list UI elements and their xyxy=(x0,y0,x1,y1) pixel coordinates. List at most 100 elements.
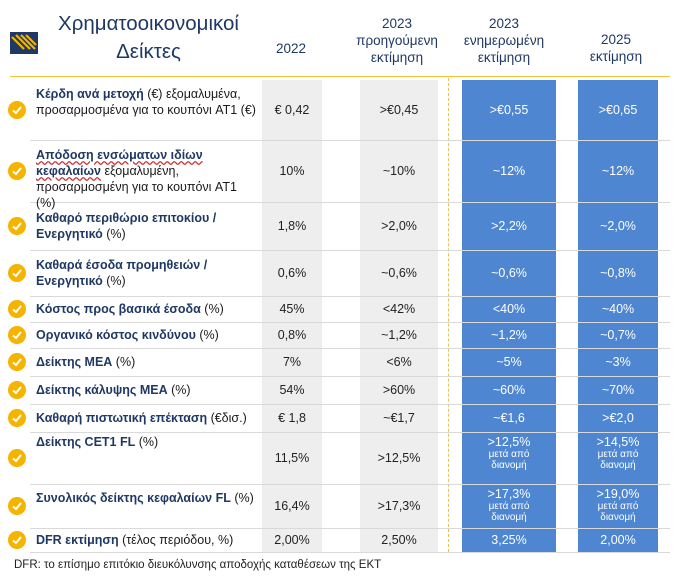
check-icon xyxy=(8,381,26,399)
cell-v2025: >14,5% μετά από διανομή xyxy=(578,435,658,471)
cell-v2023u: ~12% xyxy=(492,164,526,178)
header-divider xyxy=(10,76,670,77)
check-icon xyxy=(8,162,26,180)
row-label-rest: (%) xyxy=(167,383,191,397)
row-label-rest: (%) xyxy=(200,302,224,316)
cell-v2023u: >12,5% μετά από διανομή xyxy=(462,435,556,471)
row-label-bold: Καθαρό περιθώριο επιτοκίου / Ενεργητικό xyxy=(36,211,217,241)
cell-v2022: 54% xyxy=(279,383,305,397)
cell-v2022: 16,4% xyxy=(274,499,310,513)
check-icon xyxy=(8,449,26,467)
cell-v2023u: ~0,6% xyxy=(491,266,527,280)
check-icon xyxy=(8,264,26,282)
cell-v2022: 0,6% xyxy=(277,266,307,280)
cell-v2025: 2,00% xyxy=(600,533,636,547)
row-label: Δείκτης ΜΕΑ (%) xyxy=(36,354,256,370)
cell-v2025: >19,0% μετά από διανομή xyxy=(578,487,658,523)
cell-v2025: ~40% xyxy=(601,302,635,316)
cell-v2023u: >17,3% μετά από διανομή xyxy=(462,487,556,523)
logo-icon xyxy=(10,32,38,54)
row-divider xyxy=(30,404,670,405)
cell-v2023u: >2,2% xyxy=(491,219,527,233)
cell-v2023p: ~€1,7 xyxy=(383,411,415,425)
row-divider xyxy=(30,296,670,297)
row-label: Απόδοση ενσώματων ιδίων κεφαλαίων εξομαλ… xyxy=(36,147,256,211)
row-label-rest: (%) xyxy=(195,328,219,342)
row-label-rest: (€) εξομαλυμένα, προσαρμοσμένα για το κο… xyxy=(36,87,256,117)
row-divider xyxy=(30,202,670,203)
row-label-rest: (%) xyxy=(230,491,254,505)
cell-v2025: ~12% xyxy=(601,164,635,178)
cell-v2023p: 2,50% xyxy=(381,533,417,547)
cell-v2022: € 0,42 xyxy=(274,103,310,117)
row-label: Κέρδη ανά μετοχή (€) εξομαλυμένα, προσαρ… xyxy=(36,86,256,118)
col-2023-upd-bg xyxy=(462,80,556,552)
cell-v2023u: ~5% xyxy=(496,355,522,369)
col-header-2023-upd: 2023 ενημερωμένη εκτίμηση xyxy=(463,16,545,65)
cell-value: >19,0% xyxy=(596,487,640,501)
col-2022-bg xyxy=(262,80,322,552)
check-icon xyxy=(8,353,26,371)
row-label: Δείκτης CET1 FL (%) xyxy=(36,434,256,450)
row-label-bold: Κόστος προς βασικά έσοδα xyxy=(36,302,201,316)
row-divider xyxy=(30,140,670,141)
column-separator xyxy=(448,78,450,552)
row-label: Δείκτης κάλυψης ΜΕΑ (%) xyxy=(36,382,256,398)
cell-v2022: 0,8% xyxy=(277,328,307,342)
cell-value: >14,5% xyxy=(596,435,640,449)
row-label-rest: εξομαλυμένη, προσαρμοσμένη για το κουπόν… xyxy=(36,164,237,210)
cell-v2025: ~0,7% xyxy=(600,328,636,342)
row-divider xyxy=(30,348,670,349)
row-divider xyxy=(30,484,670,485)
cell-value: >17,3% xyxy=(487,487,531,501)
check-icon xyxy=(8,531,26,549)
row-label-rest: (τέλος περιόδου, %) xyxy=(118,533,234,547)
row-label-bold: Κέρδη ανά μετοχή xyxy=(36,87,144,101)
cell-v2025: ~2,0% xyxy=(600,219,636,233)
row-divider xyxy=(30,376,670,377)
row-divider xyxy=(30,250,670,251)
row-label: Καθαρά έσοδα προμηθειών / Ενεργητικό (%) xyxy=(36,257,256,289)
cell-v2022: 7% xyxy=(282,355,302,369)
row-label-bold: Καθαρά έσοδα προμηθειών / Ενεργητικό xyxy=(36,258,208,288)
row-label-bold: Οργανικό κόστος κινδύνου xyxy=(36,328,196,342)
row-label-bold: DFR εκτίμηση xyxy=(36,533,119,547)
row-label: Οργανικό κόστος κινδύνου (%) xyxy=(36,327,256,343)
row-label-rest: (%) xyxy=(102,274,126,288)
cell-v2022: 1,8% xyxy=(277,219,307,233)
row-divider xyxy=(30,322,670,323)
check-icon xyxy=(8,497,26,515)
col-header-2023-prev: 2023 προηγούμενη εκτίμηση xyxy=(356,16,438,65)
check-icon xyxy=(8,326,26,344)
row-label-rest: (%) xyxy=(112,355,136,369)
row-label-bold: Δείκτης ΜΕΑ xyxy=(36,355,113,369)
row-divider xyxy=(30,432,670,433)
row-label-rest: (%) xyxy=(135,435,159,449)
row-divider xyxy=(30,528,670,529)
col-2025-bg xyxy=(578,80,658,552)
row-label-rest: (%) xyxy=(102,227,126,241)
col-header-2022: 2022 xyxy=(275,41,307,56)
cell-v2025: >€2,0 xyxy=(602,411,634,425)
row-label-rest: (€δισ.) xyxy=(207,411,247,425)
row-label-bold: Δείκτης CET1 FL xyxy=(36,435,136,449)
row-divider xyxy=(30,552,670,553)
row-label: Καθαρό περιθώριο επιτοκίου / Ενεργητικό … xyxy=(36,210,256,242)
cell-v2023p: <42% xyxy=(382,302,416,316)
cell-v2023u: >€0,55 xyxy=(489,103,529,117)
cell-v2022: 45% xyxy=(279,302,305,316)
col-header-2025: 2025 εκτίμηση xyxy=(589,32,643,64)
cell-v2023p: ~10% xyxy=(382,164,416,178)
check-icon xyxy=(8,217,26,235)
cell-v2023p: >60% xyxy=(382,383,416,397)
cell-v2023p: >17,3% xyxy=(377,499,421,513)
cell-v2023p: ~1,2% xyxy=(381,328,417,342)
cell-v2023u: ~1,2% xyxy=(491,328,527,342)
cell-v2023u: ~60% xyxy=(492,383,526,397)
cell-value: >12,5% xyxy=(487,435,531,449)
cell-v2023p: <6% xyxy=(386,355,412,369)
cell-v2025: ~0,8% xyxy=(600,266,636,280)
row-label-bold: Απόδοση ενσώματων ιδίων κεφαλαίων xyxy=(36,148,203,178)
cell-v2023p: >2,0% xyxy=(381,219,417,233)
check-icon xyxy=(8,101,26,119)
